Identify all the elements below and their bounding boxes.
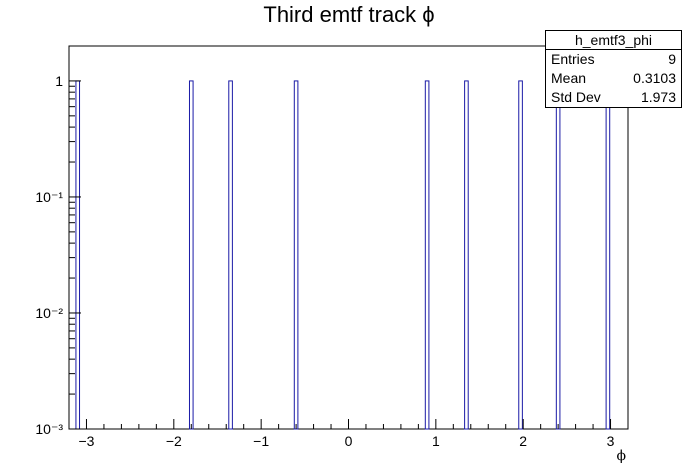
y-tick-label: 10⁻³: [35, 421, 63, 437]
y-tick-label: 1: [55, 73, 63, 89]
stats-label: Mean: [551, 70, 587, 86]
chart-title: Third emtf track ϕ: [263, 2, 435, 27]
stats-value: 0.3103: [633, 70, 676, 86]
x-axis-label: ϕ: [616, 448, 626, 464]
x-tick-label: −2: [166, 433, 182, 449]
histogram-bar: [293, 80, 299, 430]
x-tick-label: 1: [432, 433, 440, 449]
stats-row-mean: Mean 0.3103: [546, 69, 681, 88]
histogram-bar: [518, 80, 523, 430]
histogram-bar: [228, 80, 233, 430]
x-tick-label: 2: [519, 433, 527, 449]
y-tick-label: 10⁻²: [35, 305, 63, 321]
stats-value: 1.973: [640, 89, 676, 105]
histogram-bar: [75, 80, 81, 430]
histogram-bar: [424, 80, 430, 430]
stats-row-entries: Entries 9: [546, 50, 681, 69]
x-tick-label: −1: [253, 433, 269, 449]
x-tick-label: 0: [345, 433, 353, 449]
stats-value: 9: [668, 51, 676, 67]
x-tick-label: 3: [607, 433, 615, 449]
histogram-bar: [555, 80, 561, 430]
stats-label: Std Dev: [551, 89, 601, 105]
y-tick-label: 10⁻¹: [35, 189, 63, 205]
x-tick-label: −3: [78, 433, 94, 449]
stats-label: Entries: [551, 51, 595, 67]
stats-row-stddev: Std Dev 1.973: [546, 88, 681, 107]
stats-histogram-name: h_emtf3_phi: [546, 31, 681, 50]
histogram-bar: [605, 80, 611, 430]
histogram-bar: [188, 80, 194, 430]
histogram-bar: [464, 80, 469, 430]
stats-box: h_emtf3_phi Entries 9 Mean 0.3103 Std De…: [545, 30, 682, 108]
